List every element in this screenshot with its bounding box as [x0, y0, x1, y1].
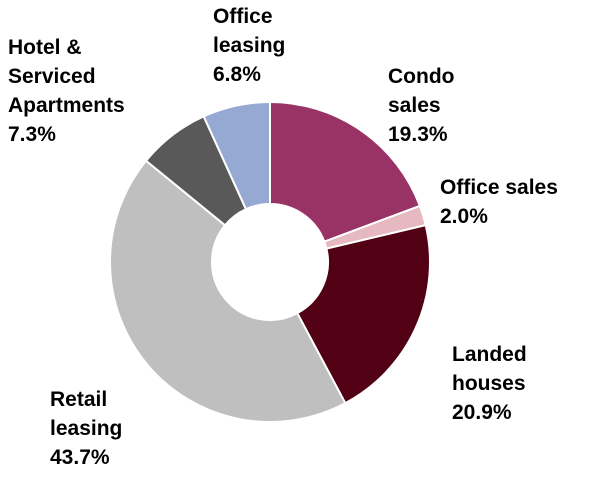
value-label: 20.9% [452, 401, 512, 424]
slice-label: Retail leasing 43.7% [50, 385, 150, 472]
value-label: 43.7% [50, 446, 110, 469]
slice [295, 223, 431, 405]
slice [109, 159, 347, 423]
slice-label: Landed houses 20.9% [452, 340, 552, 427]
slice-label: Hotel & Serviced Apartments 7.3% [8, 33, 148, 149]
value-label: 19.3% [388, 123, 448, 146]
slice [202, 100, 271, 211]
value-label: 2.0% [440, 205, 488, 228]
value-label: 6.8% [213, 63, 261, 86]
value-label: 7.3% [8, 123, 56, 146]
category-name: Condo sales [388, 65, 455, 117]
category-name: Retail leasing [50, 388, 123, 440]
category-name: Office sales [440, 176, 558, 199]
category-name: Office leasing [213, 5, 286, 57]
category-name: Hotel & Serviced Apartments [8, 36, 125, 117]
slice-label: Office leasing 6.8% [213, 2, 303, 89]
slice-label: Condo sales 19.3% [388, 62, 478, 149]
slice-label: Office sales 2.0% [440, 173, 590, 231]
slice [269, 100, 422, 243]
category-name: Landed houses [452, 343, 527, 395]
